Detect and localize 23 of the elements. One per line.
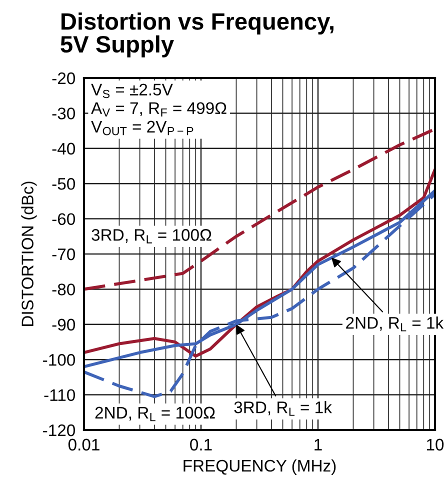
y-tick-label: -40 — [52, 142, 76, 155]
y-tick-label: -60 — [52, 213, 76, 226]
x-tick-label: 10 — [427, 438, 444, 451]
annotation: 2ND, R$_{L}$ = 1k — [346, 316, 444, 332]
x-tick-label: 1 — [314, 438, 322, 450]
y-axis-title: DISTORTION (dBc) — [21, 182, 37, 326]
y-tick-label: -90 — [52, 318, 76, 331]
x-tick-label: 0.1 — [190, 438, 212, 451]
chart-title: Distortion vs Frequency, 5V Supply — [60, 12, 334, 58]
y-tick-label: -70 — [52, 248, 76, 260]
y-tick-label: -50 — [52, 178, 76, 190]
y-tick-label: -100 — [43, 354, 76, 366]
y-tick-label: -30 — [52, 108, 76, 120]
x-axis-title: FREQUENCY (MHz) — [184, 459, 336, 475]
text: V$_{S}$ = ±2.5V A$_{V}$ = 7, R$_{F}$ = 499Ω V$_{OUT}$ = 2V$_{P−P}$ — [91, 84, 226, 136]
annotation: 3RD, R$_{L}$ = 100Ω — [92, 229, 212, 244]
y-tick-label: -110 — [44, 389, 76, 402]
annotation: 2ND, R$_{L}$ = 100Ω — [95, 406, 215, 422]
y-tick-label: -80 — [52, 284, 76, 296]
y-tick-label: -20 — [52, 72, 76, 84]
x-tick-label: 0.01 — [68, 438, 100, 451]
y-tick-label: -120 — [43, 424, 76, 436]
annotation: 3RD, R$_{L}$ = 1k — [234, 401, 332, 416]
